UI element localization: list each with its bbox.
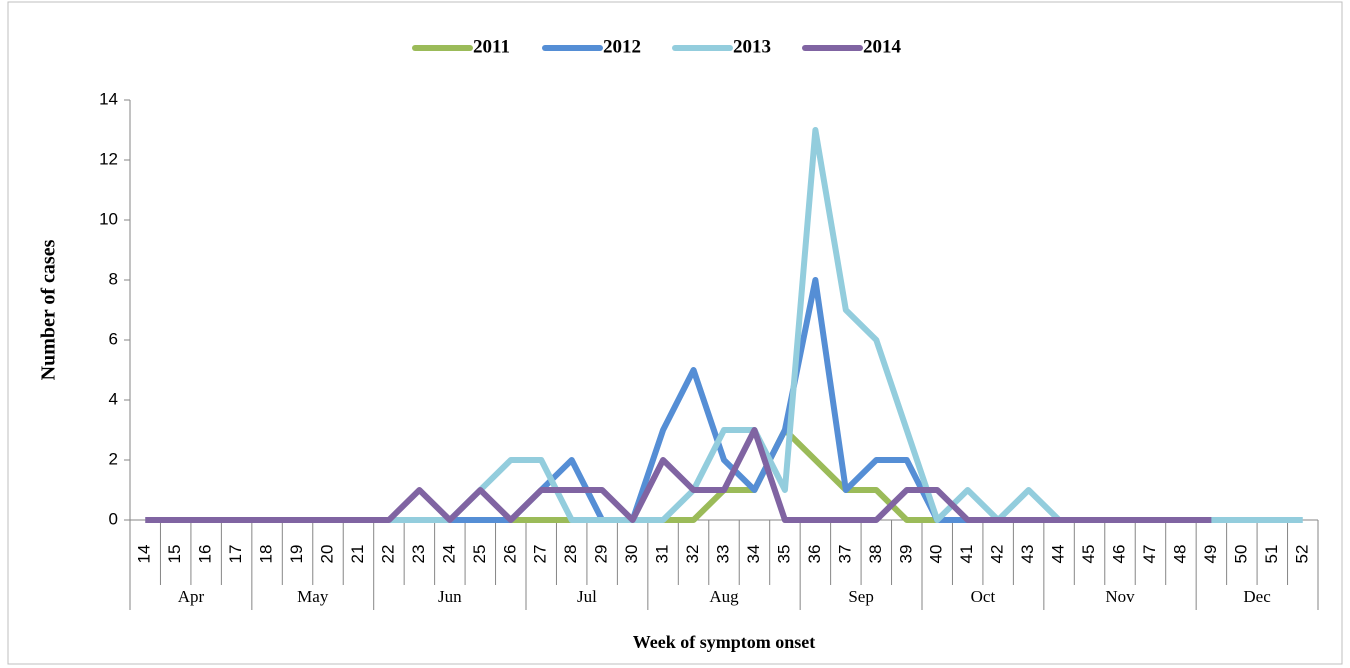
y-axis-label: Number of cases: [38, 239, 60, 380]
x-tick-label: 41: [957, 545, 976, 564]
chart-border: [7, 1, 1343, 665]
x-tick-label: 34: [744, 545, 763, 564]
group-label: Dec: [1243, 587, 1271, 606]
x-tick-label: 33: [713, 545, 732, 564]
x-tick-label: 50: [1231, 545, 1250, 564]
x-tick-label: 42: [988, 545, 1007, 564]
x-tick-label: 48: [1170, 545, 1189, 564]
legend-label: 2013: [733, 36, 771, 57]
x-tick-label: 29: [592, 545, 611, 564]
y-tick-label: 0: [109, 509, 118, 528]
x-tick-label: 16: [196, 545, 215, 564]
x-axis-label: Week of symptom onset: [633, 632, 816, 652]
x-tick-label: 46: [1109, 545, 1128, 564]
x-tick-label: 18: [257, 545, 276, 564]
x-tick-label: 45: [1079, 545, 1098, 564]
group-label: May: [297, 587, 329, 606]
x-tick-label: 51: [1262, 545, 1281, 564]
x-tick-label: 25: [470, 545, 489, 564]
group-label: Sep: [848, 587, 874, 606]
x-tick-label: 30: [622, 545, 641, 564]
legend-label: 2011: [473, 36, 510, 57]
legend-label: 2014: [863, 36, 902, 57]
x-tick-label: 36: [805, 545, 824, 564]
y-tick-label: 10: [99, 209, 118, 228]
series-line: [145, 427, 1212, 523]
y-tick-label: 8: [109, 269, 118, 288]
x-tick-label: 19: [287, 545, 306, 564]
group-label: Aug: [709, 587, 739, 606]
x-tick-label: 14: [135, 545, 154, 564]
group-label: Jul: [577, 587, 597, 606]
y-tick-label: 4: [109, 389, 118, 408]
x-tick-label: 23: [409, 545, 428, 564]
x-tick-label: 32: [683, 545, 702, 564]
x-tick-label: 35: [774, 545, 793, 564]
x-tick-label: 17: [226, 545, 245, 564]
x-tick-label: 22: [378, 545, 397, 564]
y-tick-label: 12: [99, 149, 118, 168]
x-tick-label: 15: [165, 545, 184, 564]
x-tick-label: 24: [439, 545, 458, 564]
x-tick-label: 40: [927, 545, 946, 564]
x-tick-label: 39: [896, 545, 915, 564]
x-tick-label: 38: [866, 545, 885, 564]
x-tick-label: 43: [1018, 545, 1037, 564]
y-tick-label: 2: [109, 449, 118, 468]
x-tick-label: 47: [1140, 545, 1159, 564]
x-tick-label: 52: [1292, 545, 1311, 564]
x-tick-label: 37: [835, 545, 854, 564]
y-tick-label: 14: [99, 89, 118, 108]
x-tick-label: 21: [348, 545, 367, 564]
x-tick-label: 26: [500, 545, 519, 564]
x-tick-label: 31: [653, 545, 672, 564]
x-tick-label: 20: [317, 545, 336, 564]
x-tick-label: 28: [561, 545, 580, 564]
x-tick-label: 44: [1049, 545, 1068, 564]
group-label: Oct: [971, 587, 996, 606]
legend-label: 2012: [603, 36, 641, 57]
group-label: Jun: [438, 587, 462, 606]
group-label: Nov: [1105, 587, 1135, 606]
x-tick-label: 49: [1201, 545, 1220, 564]
y-tick-label: 6: [109, 329, 118, 348]
x-tick-label: 27: [531, 545, 550, 564]
group-label: Apr: [178, 587, 205, 606]
